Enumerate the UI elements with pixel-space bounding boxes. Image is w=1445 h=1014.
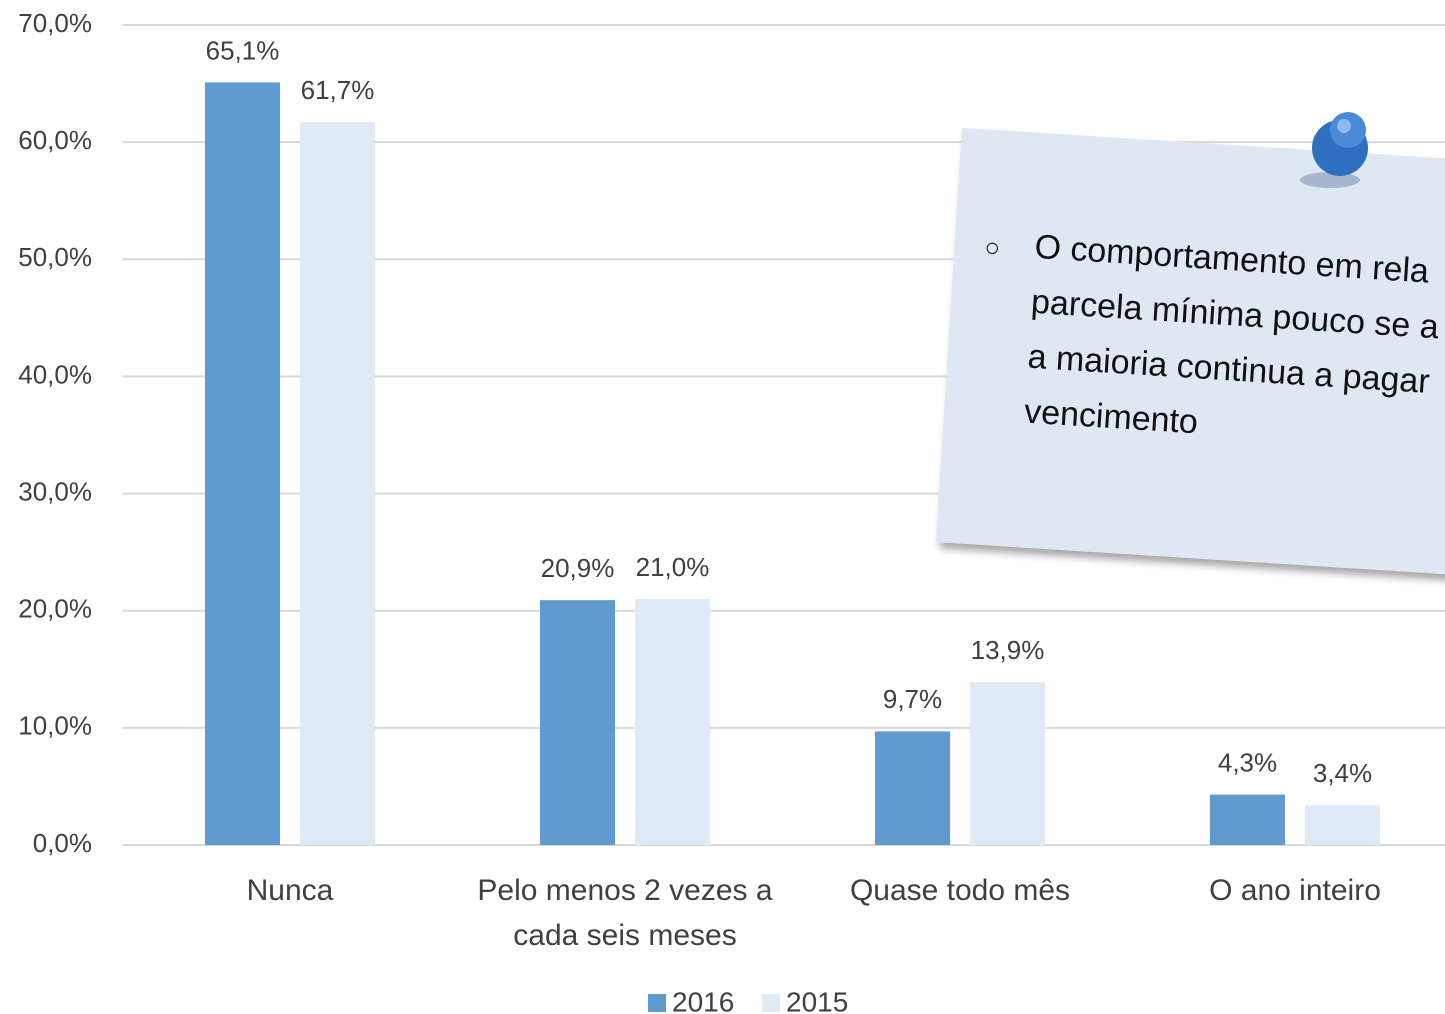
bar: [205, 82, 280, 845]
x-tick-label: Quase todo mês: [849, 874, 1071, 907]
legend-swatch: [762, 994, 780, 1012]
bar: [1210, 794, 1285, 845]
legend-label: 2015: [786, 986, 848, 1014]
bar: [635, 599, 710, 845]
x-tick-label: Nunca: [246, 874, 334, 907]
data-label: 61,7%: [301, 75, 375, 105]
y-tick-label: 30,0%: [18, 476, 92, 506]
bar: [875, 731, 950, 845]
data-label: 13,9%: [971, 635, 1045, 665]
data-label: 9,7%: [883, 684, 942, 714]
note-text: a maioria continua a pagar: [1026, 337, 1431, 401]
note-text: vencimento: [1023, 392, 1200, 442]
data-label: 65,1%: [206, 35, 280, 65]
x-tick-label: O ano inteiro: [1209, 874, 1381, 907]
bar: [1305, 805, 1380, 845]
data-label: 3,4%: [1313, 758, 1372, 788]
legend-label: 2016: [672, 986, 734, 1014]
y-tick-label: 60,0%: [18, 125, 92, 155]
y-tick-label: 10,0%: [18, 711, 92, 741]
note-text: parcela mínima pouco se a: [1030, 282, 1440, 347]
bar: [540, 600, 615, 845]
data-label: 21,0%: [636, 552, 710, 582]
data-label: 20,9%: [541, 553, 615, 583]
y-tick-label: 70,0%: [18, 8, 92, 38]
bar: [300, 122, 375, 845]
bar: [970, 682, 1045, 845]
data-label: 4,3%: [1218, 748, 1277, 778]
y-tick-label: 40,0%: [18, 359, 92, 389]
note-text: O comportamento em rela: [1033, 227, 1431, 291]
bullet: ○: [983, 231, 1002, 263]
x-tick-label: Pelo menos 2 vezes a cada seis meses: [477, 874, 773, 952]
pin: [1300, 112, 1368, 188]
y-tick-label: 50,0%: [18, 242, 92, 272]
y-tick-label: 0,0%: [33, 828, 92, 858]
y-tick-label: 20,0%: [18, 594, 92, 624]
legend-swatch: [648, 994, 666, 1012]
